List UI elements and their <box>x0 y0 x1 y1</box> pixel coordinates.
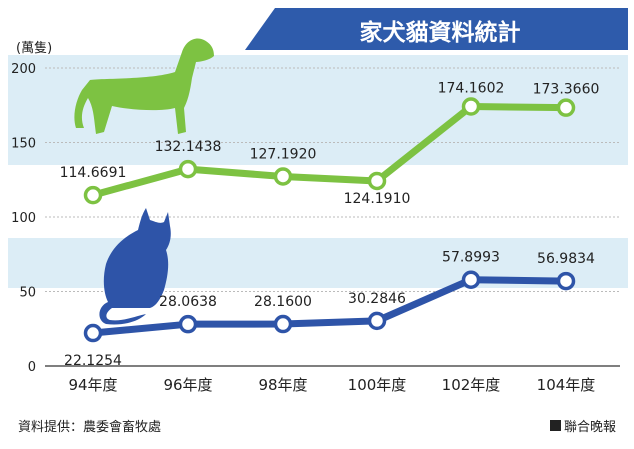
data-point <box>367 171 387 191</box>
data-point <box>83 323 103 343</box>
data-point <box>178 159 198 179</box>
data-label: 57.8993 <box>442 250 500 266</box>
data-point <box>556 98 576 117</box>
y-tick-label: 200 <box>11 62 36 77</box>
data-label: 28.0638 <box>159 294 217 310</box>
data-label: 28.1600 <box>254 294 312 310</box>
y-tick-label: 150 <box>11 137 36 152</box>
data-point <box>461 270 481 289</box>
y-tick-label: 0 <box>28 360 36 375</box>
source-credit: 資料提供：農委會畜牧處 <box>18 420 162 435</box>
x-tick-label: 100年度 <box>348 376 407 394</box>
data-label: 173.3660 <box>533 82 600 98</box>
data-point <box>367 311 387 331</box>
dog-silhouette-icon <box>74 38 214 134</box>
data-label: 124.1910 <box>344 191 411 207</box>
data-point <box>461 97 481 116</box>
series-line <box>89 103 570 199</box>
y-tick-label: 100 <box>11 211 36 226</box>
x-tick-label: 102年度 <box>442 376 501 394</box>
publisher-square-icon <box>549 420 561 431</box>
data-point <box>178 314 198 334</box>
data-label: 114.6691 <box>60 165 127 181</box>
data-label: 56.9834 <box>537 251 595 267</box>
y-tick-label: 50 <box>19 286 36 301</box>
y-axis-label: (萬隻) <box>16 41 52 56</box>
data-label: 30.2846 <box>348 291 406 307</box>
chart-title: 家犬貓資料統計 <box>360 19 521 46</box>
data-label: 132.1438 <box>155 139 222 155</box>
publisher-name: 聯合晚報 <box>563 420 616 435</box>
data-label: 127.1920 <box>250 146 317 162</box>
series-line <box>89 276 570 337</box>
x-tick-label: 94年度 <box>68 376 117 394</box>
title-banner <box>245 8 628 50</box>
data-label: 174.1602 <box>438 81 505 97</box>
publisher-credit: 聯合晚報 <box>549 416 616 435</box>
x-tick-label: 104年度 <box>537 376 596 394</box>
x-tick-label: 98年度 <box>258 376 307 394</box>
data-point <box>556 271 576 291</box>
x-tick-label: 96年度 <box>163 376 212 394</box>
data-label: 22.1254 <box>64 353 122 369</box>
data-point <box>83 185 103 205</box>
data-point <box>273 167 293 186</box>
cat-silhouette-icon <box>99 208 171 325</box>
data-point <box>273 314 293 334</box>
